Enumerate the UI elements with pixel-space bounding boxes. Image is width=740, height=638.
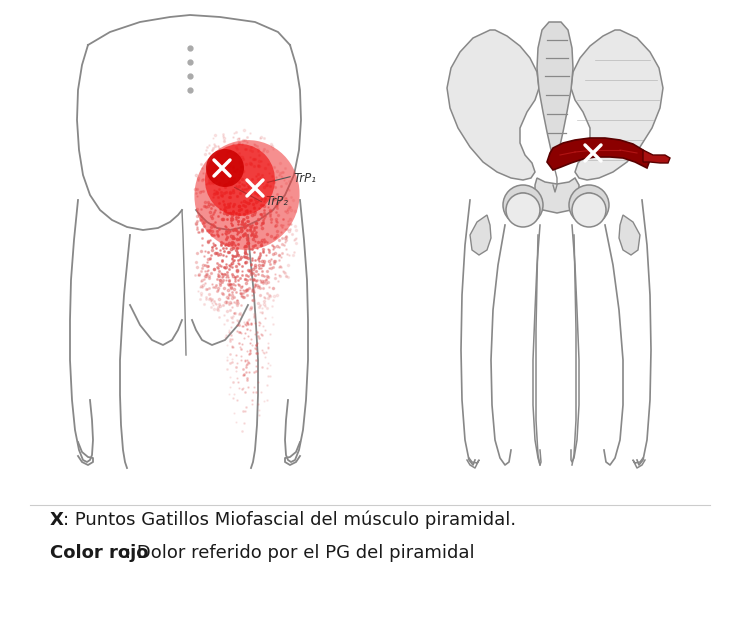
- Text: Color rojo: Color rojo: [50, 544, 149, 562]
- Text: TrP₂: TrP₂: [265, 195, 288, 208]
- Polygon shape: [447, 30, 539, 180]
- Text: TrP₁: TrP₁: [294, 172, 317, 184]
- Circle shape: [569, 185, 609, 225]
- Polygon shape: [619, 215, 640, 255]
- Circle shape: [577, 193, 601, 217]
- Text: : Dolor referido por el PG del piramidal: : Dolor referido por el PG del piramidal: [125, 544, 474, 562]
- Polygon shape: [643, 150, 670, 163]
- Circle shape: [506, 193, 540, 227]
- Ellipse shape: [195, 140, 300, 250]
- Polygon shape: [537, 22, 573, 162]
- Text: X: X: [50, 511, 64, 529]
- Circle shape: [511, 193, 535, 217]
- Polygon shape: [547, 138, 650, 170]
- Ellipse shape: [205, 144, 275, 216]
- Ellipse shape: [206, 149, 244, 187]
- Polygon shape: [470, 215, 491, 255]
- Circle shape: [572, 193, 606, 227]
- Polygon shape: [571, 30, 663, 180]
- Polygon shape: [535, 178, 579, 213]
- Text: : Puntos Gatillos Miofascial del músculo piramidal.: : Puntos Gatillos Miofascial del músculo…: [63, 510, 516, 529]
- Circle shape: [503, 185, 543, 225]
